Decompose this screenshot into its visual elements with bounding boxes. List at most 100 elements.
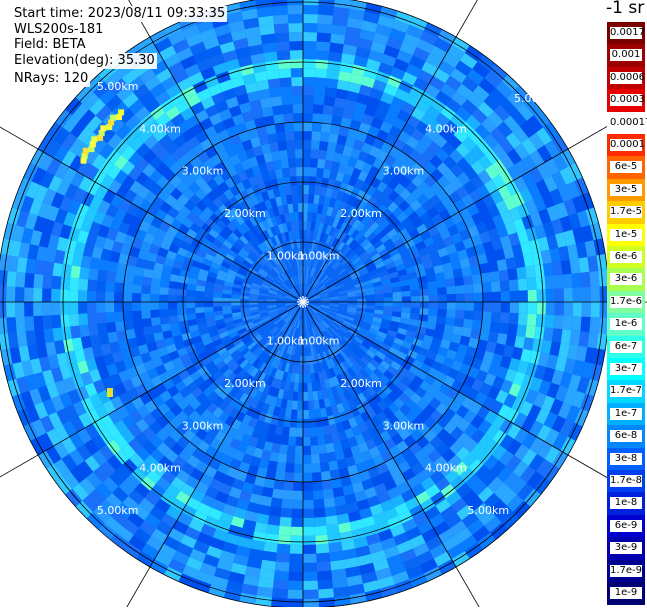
colorbar-tick-label: 0.001	[610, 49, 642, 61]
beta-cell	[132, 310, 142, 319]
range-ring-label: 5.00km	[514, 92, 556, 105]
beta-cell	[315, 59, 328, 69]
beta-cell	[160, 316, 170, 324]
beta-cell	[275, 32, 290, 42]
beta-cell	[329, 42, 343, 53]
beta-cell	[316, 168, 324, 178]
beta-cell	[259, 569, 274, 580]
beta-cell	[33, 302, 42, 316]
beta-cell	[482, 311, 492, 321]
beta-cell	[293, 491, 303, 500]
beta-cell	[297, 410, 303, 419]
beta-cell	[326, 515, 339, 525]
beta-cell	[87, 291, 96, 302]
beta-cell	[276, 553, 290, 563]
beta-cell	[186, 296, 195, 302]
beta-cell	[168, 309, 178, 317]
beta-cell	[292, 86, 303, 95]
beta-cell	[132, 284, 142, 293]
beta-cell	[186, 302, 195, 308]
beta-cell	[580, 272, 590, 288]
beta-cell	[321, 471, 331, 481]
beta-cell	[438, 302, 447, 310]
beta-cell	[401, 307, 410, 313]
beta-cell	[303, 77, 315, 86]
beta-cell	[61, 264, 72, 278]
beta-cell	[481, 321, 491, 332]
beta-cell	[298, 212, 303, 221]
beta-cell	[589, 317, 599, 333]
beta-cell	[320, 462, 330, 472]
beta-cell	[536, 314, 546, 327]
beta-cell	[310, 167, 318, 177]
beta-cell	[465, 302, 474, 311]
beta-cell	[268, 515, 281, 525]
beta-cell	[51, 289, 60, 302]
beta-cell	[327, 60, 341, 71]
beta-cell	[294, 473, 303, 482]
beta-cell	[318, 444, 327, 454]
beta-cell	[303, 113, 313, 122]
beta-cell	[316, 553, 330, 563]
beta-cell	[288, 581, 303, 590]
beta-cell	[472, 320, 482, 330]
beta-cell	[51, 302, 60, 315]
beta-cell	[528, 290, 537, 302]
range-ring-label: 4.00km	[139, 122, 181, 135]
beta-cell	[265, 60, 279, 71]
beta-cell	[282, 490, 293, 500]
beta-cell	[507, 268, 517, 280]
beta-cell	[79, 267, 89, 280]
beta-cell	[286, 454, 295, 464]
beta-cell	[303, 59, 316, 68]
beta-cell	[545, 315, 555, 329]
beta-cell	[572, 273, 582, 288]
beta-cell	[333, 106, 345, 117]
beta-cell	[276, 41, 290, 51]
beta-cell	[500, 312, 510, 323]
beta-cell	[278, 535, 291, 545]
beta-cell	[303, 464, 312, 473]
beta-cell	[280, 435, 288, 445]
beta-cell	[411, 296, 420, 302]
beta-cell	[314, 77, 326, 87]
colorbar-tick-label: 6e-6	[610, 251, 642, 263]
beta-cell	[322, 114, 333, 124]
beta-cell	[88, 324, 98, 336]
beta-cell	[312, 122, 322, 132]
beta-cell	[186, 308, 195, 315]
beta-cell	[325, 87, 337, 97]
beta-cell	[273, 14, 289, 24]
beta-cell	[278, 453, 287, 463]
beta-cell	[317, 32, 332, 42]
beta-cell	[298, 383, 303, 392]
beta-cell	[309, 409, 316, 418]
beta-cell	[445, 317, 455, 326]
beta-cell	[303, 554, 317, 563]
beta-cell	[278, 141, 287, 151]
beta-cell	[280, 86, 292, 96]
beta-cell	[15, 302, 24, 317]
beta-cell	[492, 302, 501, 312]
beta-cell	[24, 316, 34, 331]
beta-cell	[141, 285, 151, 294]
beta-cell	[204, 302, 213, 307]
beta-cell	[69, 278, 79, 291]
beta-cell	[525, 265, 535, 278]
beta-cell	[271, 96, 283, 106]
beta-cell	[311, 131, 320, 141]
beta-cell	[573, 287, 582, 302]
beta-cell	[296, 167, 303, 176]
beta-cell	[563, 274, 573, 289]
beta-cell	[195, 296, 204, 302]
beta-cell	[296, 176, 303, 185]
beta-cell	[303, 500, 314, 509]
range-ring-label: 5.00km	[468, 504, 510, 517]
beta-cell	[298, 392, 303, 401]
beta-cell	[295, 140, 303, 149]
beta-cell	[60, 277, 70, 290]
beta-cell	[159, 287, 169, 295]
beta-cell	[195, 291, 204, 297]
